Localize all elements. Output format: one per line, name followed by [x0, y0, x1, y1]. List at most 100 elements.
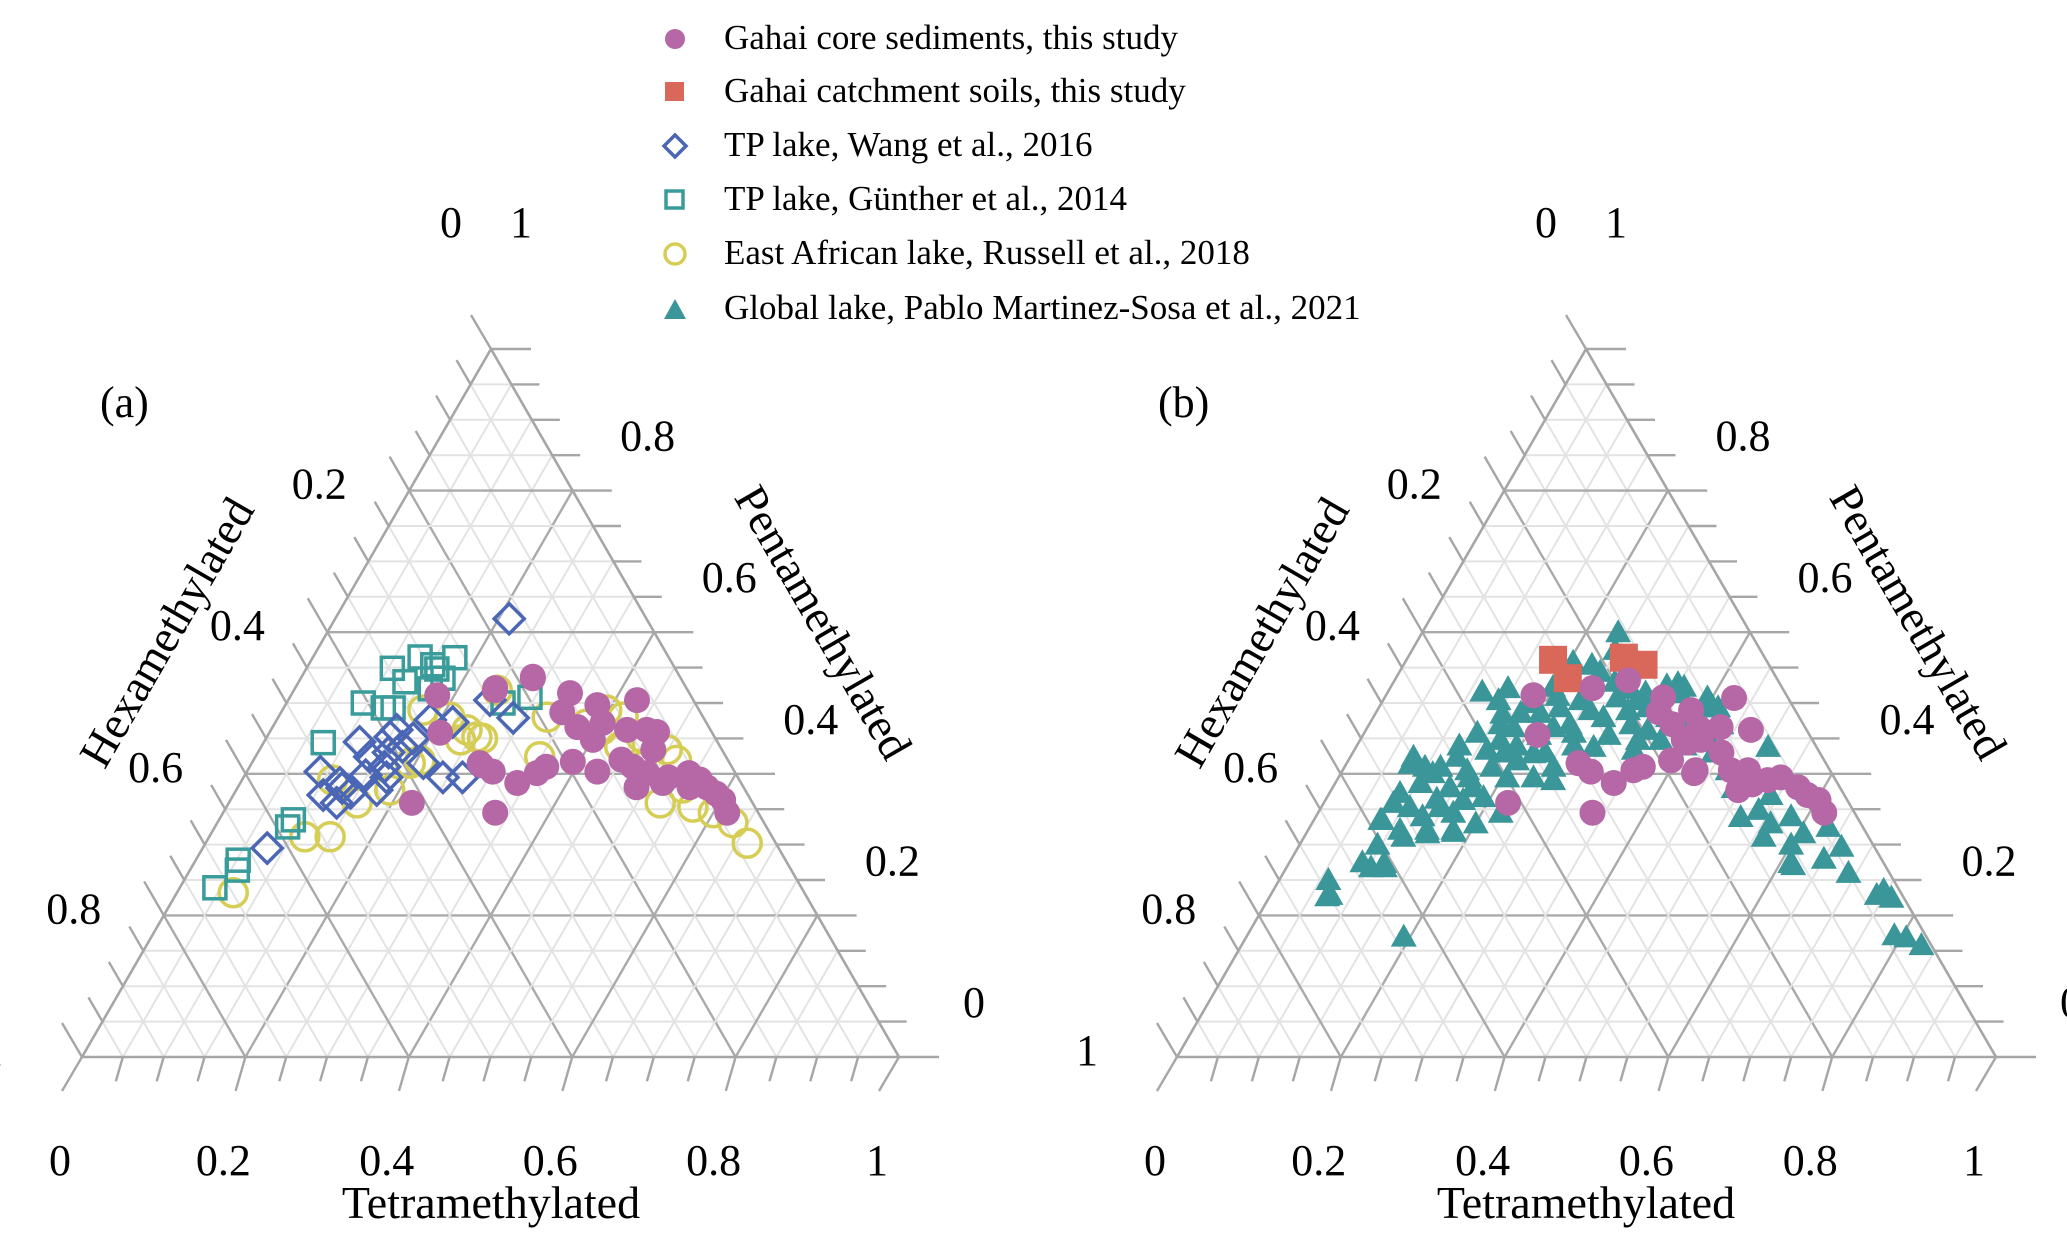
- data-point-global: [1380, 789, 1407, 813]
- tick-tetra: [1946, 1056, 1957, 1082]
- data-point-soil: [1553, 664, 1582, 693]
- gridline-tetra: [693, 879, 798, 1058]
- gridline-hexa: [306, 667, 533, 1058]
- tick-tetra: [234, 1056, 247, 1092]
- tick-label-penta: 0.2: [1962, 836, 2017, 885]
- data-point-global: [1503, 732, 1530, 756]
- tick-hexa: [353, 536, 370, 563]
- data-point-gunther: [310, 729, 336, 756]
- data-point-wang: [359, 772, 395, 808]
- tick-tetra: [849, 1056, 860, 1082]
- gridline-hexa: [1441, 596, 1711, 1058]
- data-point-core: [482, 675, 509, 702]
- tick-label-penta: 0.8: [1716, 412, 1771, 461]
- data-point-global: [1745, 796, 1772, 820]
- data-point-core: [1659, 711, 1686, 738]
- tick-label-tetra: 0.6: [1619, 1136, 1674, 1185]
- data-point-core: [1495, 789, 1522, 816]
- gridline-hexa: [142, 950, 206, 1058]
- tick-tetra: [724, 1056, 737, 1092]
- series-core: [398, 663, 741, 826]
- tick-label-tetra: 0.6: [523, 1136, 578, 1185]
- data-point-core: [623, 774, 650, 801]
- data-point-wang: [367, 749, 402, 785]
- data-point-core: [533, 753, 560, 780]
- data-point-wang: [348, 757, 384, 793]
- data-point-gunther: [392, 669, 418, 695]
- data-point-core: [398, 789, 425, 816]
- tick-label-hexa: 0.8: [46, 884, 101, 933]
- gridline-hexa: [346, 596, 614, 1058]
- data-point-gunther: [350, 690, 377, 716]
- data-point-core: [584, 758, 611, 785]
- data-point-core: [1685, 714, 1712, 741]
- data-point-global: [1462, 810, 1489, 834]
- tick-tetra: [114, 1056, 125, 1082]
- tick-label-tetra: 0.8: [1783, 1136, 1838, 1185]
- tick-hexa: [1468, 501, 1485, 527]
- tick-label-hexa: 0.2: [292, 460, 347, 509]
- tick-label-penta: 0: [2060, 978, 2067, 1027]
- tick-tetra: [809, 1056, 819, 1082]
- tick-label-penta: 1: [1605, 198, 1627, 247]
- data-point-core: [640, 736, 667, 763]
- tick-hexa: [1366, 678, 1383, 704]
- data-point-core: [1579, 799, 1606, 826]
- data-point-global: [1494, 764, 1521, 788]
- tick-hexa: [414, 430, 431, 456]
- tick-tetra: [1414, 1056, 1424, 1082]
- data-point-global: [1397, 750, 1424, 774]
- tick-tetra: [1783, 1056, 1793, 1082]
- data-point-core: [623, 687, 650, 714]
- tick-label-tetra: 0: [49, 1136, 71, 1185]
- gridline-tetra: [1667, 773, 1834, 1058]
- tick-label-penta: 0.6: [1798, 553, 1853, 602]
- data-point-global: [1390, 823, 1417, 847]
- data-point-global: [1409, 803, 1436, 827]
- tick-tetra: [1974, 1056, 1998, 1092]
- gridline-hexa: [1237, 950, 1301, 1058]
- open-square-icon: [664, 189, 685, 210]
- bottom-axis-title-b: Tetramethylated: [1437, 1177, 1735, 1228]
- data-point-wang: [405, 745, 441, 781]
- tick-tetra: [645, 1056, 656, 1082]
- tick-hexa: [1223, 925, 1240, 952]
- data-point-global: [1440, 799, 1467, 823]
- gridline-tetra: [816, 985, 860, 1058]
- data-point-global: [1414, 820, 1441, 844]
- tick-label-hexa: 0.8: [1141, 884, 1196, 933]
- tick-label-hexa: 0.4: [210, 601, 265, 650]
- data-point-global: [1757, 782, 1784, 806]
- tick-tetra: [1250, 1056, 1261, 1082]
- data-point-russell: [314, 821, 346, 853]
- data-point-global: [1314, 883, 1341, 907]
- tick-hexa: [87, 996, 104, 1023]
- data-point-core: [655, 764, 682, 791]
- data-point-global: [1520, 764, 1547, 788]
- tick-hexa: [1264, 855, 1281, 881]
- data-point-global: [1815, 813, 1842, 837]
- data-point-wang: [333, 775, 369, 811]
- tick-label-hexa: 0.6: [1223, 743, 1278, 792]
- tick-hexa: [1550, 359, 1567, 386]
- tick-hexa: [388, 456, 411, 492]
- data-point-global: [1456, 764, 1483, 788]
- gridline-hexa: [265, 737, 451, 1058]
- tick-tetra: [1657, 1056, 1670, 1092]
- tick-label-hexa: 1: [0, 1026, 3, 1075]
- tick-hexa: [107, 961, 124, 987]
- data-point-core: [1707, 714, 1734, 741]
- gridline-tetra: [121, 383, 513, 1058]
- tick-hexa: [251, 713, 268, 740]
- data-point-wang: [395, 720, 431, 756]
- tick-tetra: [768, 1056, 778, 1082]
- data-point-global: [1464, 719, 1491, 743]
- tick-label-hexa: 0: [1535, 198, 1557, 247]
- gridline-hexa: [101, 1021, 124, 1058]
- series-core: [1495, 667, 1838, 826]
- data-point-wang: [324, 770, 360, 806]
- tick-label-hexa: 0.2: [1387, 460, 1442, 509]
- data-point-global: [1790, 820, 1817, 844]
- data-point-global: [1491, 739, 1518, 763]
- data-point-wang: [491, 601, 527, 637]
